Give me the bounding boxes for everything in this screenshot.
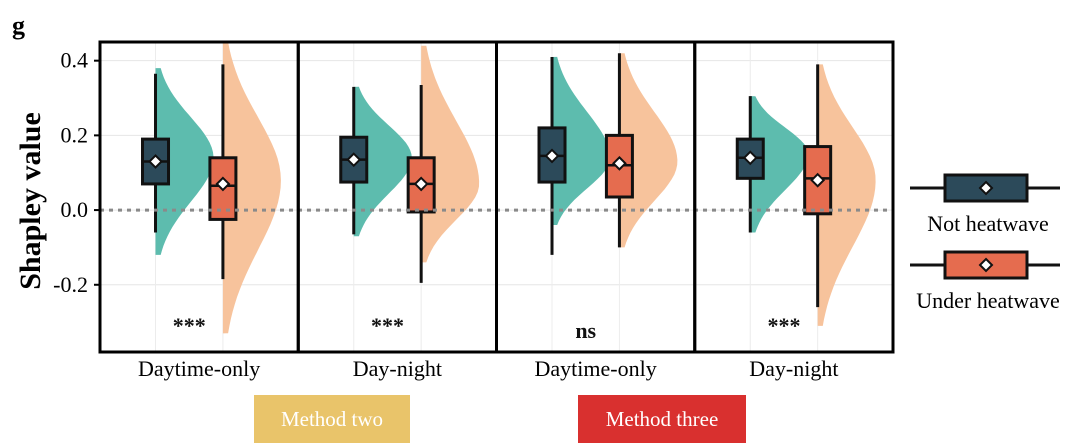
panel-frame xyxy=(693,40,895,354)
y-tick-label: 0.4 xyxy=(61,48,89,73)
legend-label: Under heatwave xyxy=(916,288,1060,313)
legend-box xyxy=(943,250,1029,280)
mean-marker xyxy=(742,150,758,166)
violin-under-heatwave xyxy=(817,64,876,326)
significance-label: *** xyxy=(371,313,404,338)
violin-not-heatwave xyxy=(353,86,412,237)
x-category-label: Day-night xyxy=(749,356,838,381)
mean-marker xyxy=(413,176,429,192)
significance-label: *** xyxy=(767,313,800,338)
x-category-label: Daytime-only xyxy=(138,356,260,381)
method-two-label: Method two xyxy=(254,395,410,443)
y-tick-label: 0.0 xyxy=(61,197,89,222)
mean-marker xyxy=(346,152,362,168)
legend-mean-marker xyxy=(978,180,994,196)
x-category-label: Day-night xyxy=(353,356,442,381)
violin-not-heatwave xyxy=(155,68,214,255)
mean-marker xyxy=(612,155,627,171)
method-three-label: Method three xyxy=(578,395,746,443)
mean-marker xyxy=(810,172,826,188)
legend-mean-marker xyxy=(978,257,994,273)
y-tick-label: 0.2 xyxy=(61,122,89,147)
violin-not-heatwave xyxy=(750,96,809,233)
x-category-label: Daytime-only xyxy=(535,356,657,381)
mean-marker xyxy=(215,176,231,192)
violin-under-heatwave xyxy=(421,45,480,263)
mean-marker xyxy=(544,148,560,164)
panel-frame xyxy=(495,40,697,354)
y-axis-label: Shapley value xyxy=(14,112,47,290)
panel-label: g xyxy=(12,11,25,40)
y-tick-label: -0.2 xyxy=(53,272,88,297)
significance-label: *** xyxy=(173,313,206,338)
mean-marker xyxy=(148,154,163,169)
violin-under-heatwave xyxy=(222,42,281,334)
legend-label: Not heatwave xyxy=(927,211,1049,236)
violin-under-heatwave xyxy=(619,53,678,248)
significance-label: ns xyxy=(575,318,596,343)
